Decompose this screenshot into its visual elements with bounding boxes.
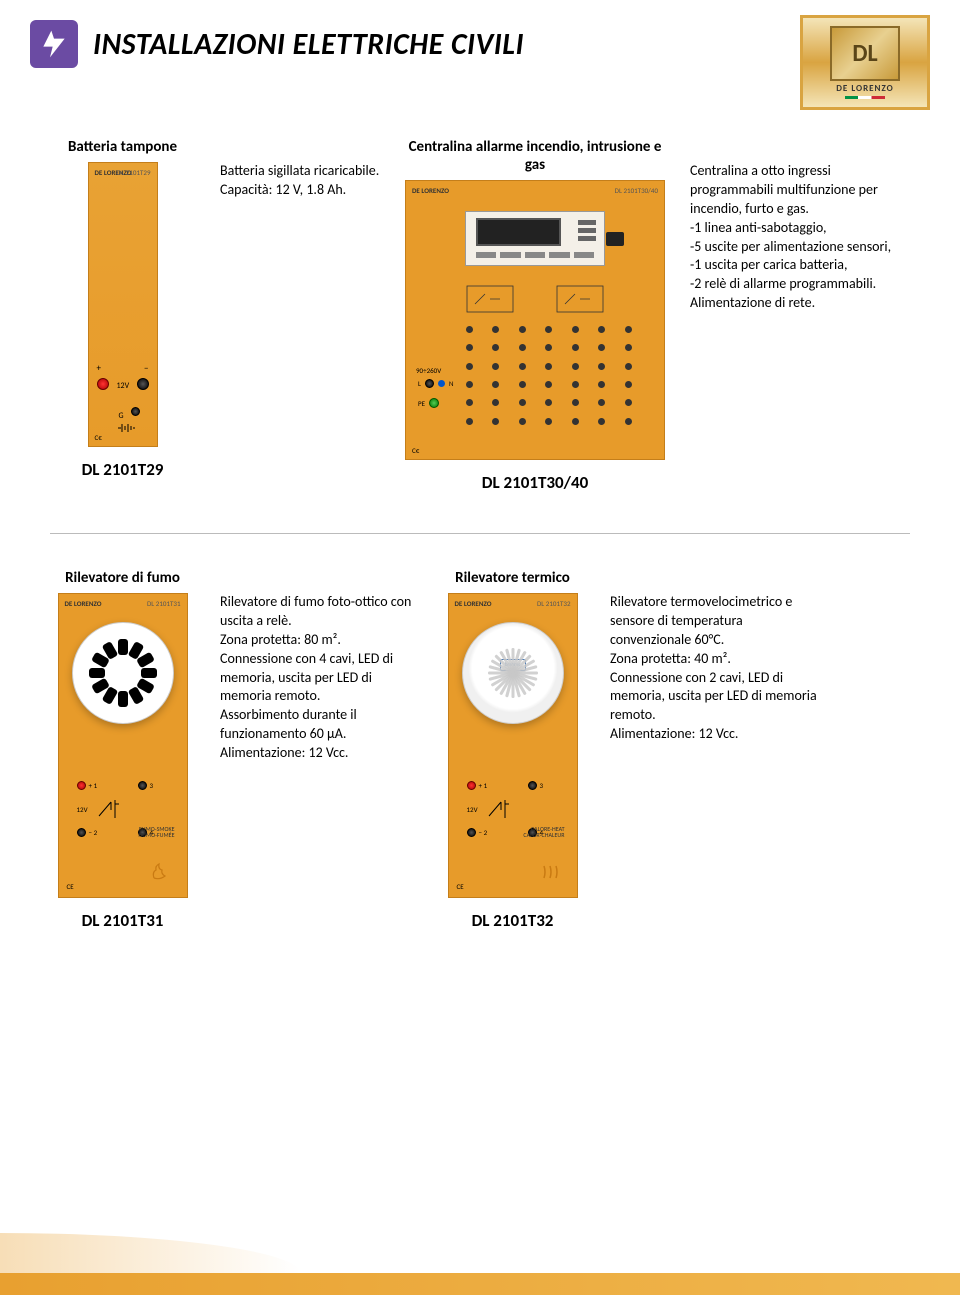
PE-label: PE [418,399,425,408]
section-divider [50,533,910,534]
ce-mark: CE [67,882,74,891]
product-description: Rilevatore di fumo foto-ottico con uscit… [220,593,415,763]
conn-3-label: 3 [150,781,154,790]
mains-label: 90÷260V [416,366,441,375]
panel-code: DL 2101T29 [117,168,151,177]
ce-mark: CE [457,882,464,891]
12v-label: 12V [77,805,88,814]
heat-waves-icon [538,858,562,882]
model-number: DL 2101T31 [50,910,195,931]
product-title: Rilevatore di fumo [50,569,195,587]
panel-brand: DE LORENZO [65,599,102,608]
product-title: Centralina allarme incendio, intrusione … [405,138,665,174]
page-title: INSTALLAZIONI ELETTRICHE CIVILI [93,26,524,63]
logo-brand-text: DE LORENZO [836,83,893,94]
L-label: L [418,379,421,388]
section-top: Batteria tampone DE LORENZO DL 2101T29 +… [0,138,960,493]
logo-monogram: DL [830,26,900,81]
italy-flag-icon [845,96,885,99]
heat-detector-panel-image: DE LORENZO DL 2101T32 brahms + 1 3 12V −… [448,593,578,898]
N-connector-icon [438,380,445,387]
battery-symbol-icon [117,421,135,435]
battery-panel-image: DE LORENZO DL 2101T29 + − 12V G C€ [88,162,158,447]
g-connector-icon [131,407,140,416]
plus-label: + [97,363,101,374]
panel-code: DL 2101T30/40 [615,186,658,195]
control-display-icon [465,211,605,266]
smoke-icon [148,858,172,882]
model-number: DL 2101T32 [440,910,585,931]
ce-mark: C€ [95,433,102,442]
relay-block-icon [445,281,625,316]
black-connector-icon [137,378,149,390]
product-title: Batteria tampone [50,138,195,156]
terminal-grid-icon [466,326,649,434]
page-header: INSTALLAZIONI ELETTRICHE CIVILI DL DE LO… [0,0,960,78]
conn-1-label: + 1 [89,781,98,790]
brand-logo: DL DE LORENZO [800,15,930,110]
g-label: G [119,411,124,421]
model-number: DL 2101T30/40 [405,472,665,493]
panel-code: DL 2101T31 [147,599,181,608]
conn-2-label: − 2 [479,828,488,837]
key-switch-icon [606,232,624,246]
smoke-sensor-icon [72,622,174,724]
ce-mark: C€ [412,446,419,455]
N-label: N [449,379,454,388]
panel-code: DL 2101T32 [537,599,571,608]
minus-label: − [144,363,148,374]
conn-1-label: + 1 [479,781,488,790]
detector-type-label: CALORE-HEAT CALOR-CHALEUR [523,826,564,839]
conn-2-label: − 2 [89,828,98,837]
12v-label: 12V [117,381,130,391]
lightning-icon [30,20,78,68]
PE-connector-icon [429,398,439,408]
section-bottom: Rilevatore di fumo DE LORENZO DL 2101T31… [0,569,960,931]
model-number: DL 2101T29 [50,459,195,480]
L-connector-icon [425,379,434,388]
central-panel-image: DE LORENZO DL 2101T30/40 [405,180,665,460]
product-description: Rilevatore termovelocimetrico e sensore … [610,593,825,744]
12v-label: 12V [467,805,478,814]
footer-stripe [0,1273,960,1295]
product-title: Rilevatore termico [440,569,585,587]
footer-decoration [0,1233,300,1273]
detector-type-label: FUMO-SMOKE HUMO-FUMÉE [138,826,174,839]
conn-3-label: 3 [540,781,544,790]
heat-sensor-icon: brahms [462,622,564,724]
panel-brand: DE LORENZO [455,599,492,608]
panel-brand: DE LORENZO [412,186,449,195]
smoke-detector-panel-image: DE LORENZO DL 2101T31 + 1 3 12V − 2 4 FU… [58,593,188,898]
red-connector-icon [97,378,109,390]
product-description: Batteria sigillata ricaricabile. Capacit… [220,162,380,200]
product-description: Centralina a otto ingressi programmabili… [690,162,910,313]
